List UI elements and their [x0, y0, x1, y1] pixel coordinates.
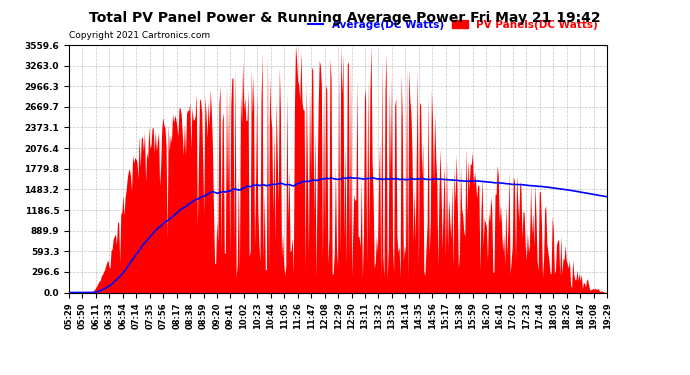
Text: Copyright 2021 Cartronics.com: Copyright 2021 Cartronics.com: [69, 31, 210, 40]
Text: Total PV Panel Power & Running Average Power Fri May 21 19:42: Total PV Panel Power & Running Average P…: [89, 11, 601, 25]
Legend: Average(DC Watts), PV Panels(DC Watts): Average(DC Watts), PV Panels(DC Watts): [304, 15, 602, 34]
